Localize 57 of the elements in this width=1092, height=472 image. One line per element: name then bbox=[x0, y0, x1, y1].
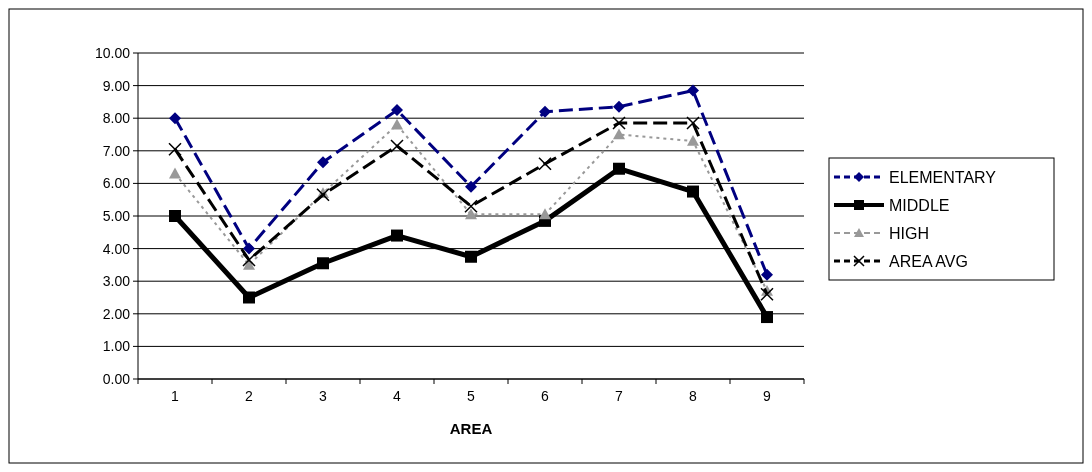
point bbox=[168, 142, 182, 156]
point bbox=[687, 135, 699, 146]
x-tick-label: 4 bbox=[393, 388, 402, 404]
legend-label: HIGH bbox=[889, 224, 929, 242]
point bbox=[169, 167, 181, 179]
point bbox=[465, 208, 477, 220]
x-tick-label: 6 bbox=[541, 388, 550, 404]
x-tick-label: 7 bbox=[615, 388, 624, 404]
x-axis-title: AREA bbox=[449, 420, 493, 437]
point bbox=[317, 257, 329, 270]
point bbox=[761, 311, 773, 324]
point bbox=[465, 180, 477, 193]
point bbox=[687, 84, 699, 97]
point bbox=[242, 253, 256, 267]
point bbox=[613, 100, 625, 113]
y-tick-label: 7.00 bbox=[102, 142, 131, 159]
y-tick-label: 1.00 bbox=[102, 338, 131, 355]
point bbox=[465, 250, 477, 263]
y-tick-label: 10.00 bbox=[94, 44, 131, 61]
y-tick-label: 4.00 bbox=[102, 240, 131, 257]
point bbox=[612, 116, 626, 130]
x-tick-label: 1 bbox=[171, 388, 180, 404]
point bbox=[169, 112, 181, 125]
point bbox=[760, 287, 774, 301]
point bbox=[243, 291, 255, 304]
legend-label: ELEMENTARY bbox=[889, 168, 997, 186]
y-tick-label: 6.00 bbox=[102, 175, 131, 192]
y-tick-label: 2.00 bbox=[102, 305, 131, 322]
point bbox=[169, 210, 181, 222]
point bbox=[539, 208, 551, 220]
point bbox=[390, 139, 404, 153]
y-tick-label: 9.00 bbox=[102, 77, 131, 94]
x-tick-label: 2 bbox=[245, 388, 254, 404]
point bbox=[613, 162, 625, 175]
point bbox=[317, 156, 329, 169]
point bbox=[687, 185, 699, 198]
point bbox=[464, 199, 478, 213]
y-tick-label: 0.00 bbox=[102, 370, 131, 387]
x-tick-label: 5 bbox=[467, 388, 476, 404]
x-tick-label: 8 bbox=[689, 388, 698, 404]
y-tick-label: 8.00 bbox=[102, 110, 131, 127]
point bbox=[613, 128, 625, 140]
point bbox=[761, 268, 773, 281]
point bbox=[391, 229, 403, 242]
y-tick-label: 3.00 bbox=[102, 273, 131, 290]
x-tick-label: 3 bbox=[319, 388, 328, 404]
point bbox=[539, 105, 551, 118]
y-tick-label: 5.00 bbox=[102, 207, 131, 224]
point bbox=[391, 118, 403, 130]
legend-label: AREA AVG bbox=[889, 252, 968, 270]
x-tick-label: 9 bbox=[763, 388, 772, 404]
point bbox=[316, 188, 330, 202]
point bbox=[243, 242, 255, 255]
legend-label: MIDDLE bbox=[889, 196, 950, 214]
point bbox=[686, 116, 700, 130]
point bbox=[538, 157, 552, 171]
point bbox=[391, 104, 403, 117]
